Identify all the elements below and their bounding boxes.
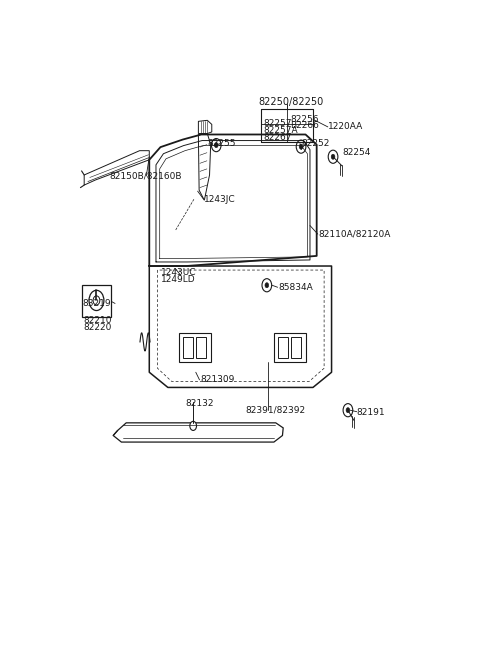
- Circle shape: [262, 279, 272, 292]
- Bar: [277, 337, 288, 358]
- Text: 82257A: 82257A: [264, 126, 299, 135]
- Text: 82255: 82255: [207, 139, 236, 148]
- Text: 82132: 82132: [186, 399, 214, 408]
- Text: B2266: B2266: [290, 121, 319, 130]
- Text: 1249LD: 1249LD: [161, 275, 196, 284]
- Circle shape: [331, 154, 335, 159]
- Circle shape: [328, 150, 338, 164]
- Text: 82391/82392: 82391/82392: [246, 406, 306, 415]
- Circle shape: [93, 296, 100, 305]
- Bar: [179, 333, 211, 362]
- Circle shape: [343, 403, 353, 417]
- Text: 83219: 83219: [82, 300, 111, 308]
- Polygon shape: [84, 150, 149, 185]
- Text: 82254: 82254: [343, 148, 371, 156]
- Circle shape: [296, 140, 306, 153]
- Text: 82150B/82160B: 82150B/82160B: [109, 171, 182, 181]
- Bar: [290, 337, 301, 358]
- Circle shape: [190, 421, 196, 430]
- Circle shape: [211, 139, 221, 152]
- Circle shape: [215, 143, 218, 148]
- Circle shape: [299, 144, 303, 149]
- Text: 82252: 82252: [301, 139, 329, 148]
- Polygon shape: [113, 423, 283, 442]
- Text: 1243JC: 1243JC: [204, 194, 236, 204]
- Text: 1220AA: 1220AA: [328, 122, 363, 131]
- Bar: [196, 337, 206, 358]
- Text: 82257: 82257: [264, 119, 292, 128]
- Text: 82256: 82256: [290, 115, 318, 124]
- Text: 85834A: 85834A: [279, 283, 313, 292]
- Text: 82110A/82120A: 82110A/82120A: [319, 230, 391, 238]
- Circle shape: [265, 283, 269, 288]
- Polygon shape: [198, 120, 212, 133]
- Circle shape: [89, 290, 104, 311]
- Bar: [82, 285, 111, 317]
- Text: 82220: 82220: [83, 323, 111, 332]
- Text: 82191: 82191: [357, 408, 385, 417]
- Text: 82250/82250: 82250/82250: [258, 97, 323, 107]
- Text: 82210: 82210: [83, 316, 111, 325]
- Polygon shape: [198, 133, 211, 200]
- Circle shape: [346, 407, 350, 413]
- Text: 821309: 821309: [201, 375, 235, 384]
- Text: 82267: 82267: [264, 133, 292, 141]
- Text: 1243UC: 1243UC: [161, 267, 197, 277]
- Bar: [274, 333, 305, 362]
- Bar: [183, 337, 193, 358]
